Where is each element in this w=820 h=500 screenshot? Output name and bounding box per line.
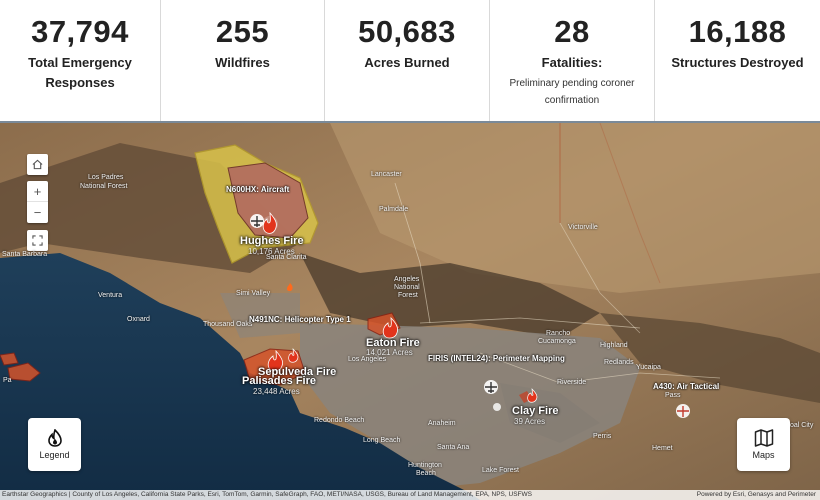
fire-icon[interactable] <box>288 348 299 363</box>
fullscreen-button[interactable] <box>27 230 48 251</box>
stat-value: 50,683 <box>358 14 456 49</box>
place-label: Ventura <box>98 292 123 299</box>
fire-icon[interactable] <box>287 283 293 292</box>
fire-icon[interactable] <box>527 388 538 403</box>
zoom-in-button[interactable]: + <box>27 181 48 202</box>
place-label: Lancaster <box>371 171 402 178</box>
fullscreen-control[interactable] <box>27 230 48 251</box>
stat-note: Preliminary pending coroner confirmation <box>509 78 635 106</box>
place-label: Long Beach <box>363 437 401 444</box>
map-icon <box>754 429 773 447</box>
fire-name-label: Eaton Fire <box>366 337 420 349</box>
minus-icon: − <box>33 205 42 220</box>
stat-value: 255 <box>215 14 270 49</box>
fire-acres-label: 14,021 Acres <box>366 348 413 357</box>
stat-label: Structures Destroyed <box>671 55 804 70</box>
aircraft-label: N600HX: Aircraft <box>226 185 290 194</box>
attribution-powered-by[interactable]: Powered by Esri, Genasys and Perimeter <box>696 491 816 498</box>
zoom-control[interactable]: + − <box>27 181 48 223</box>
place-label: Lake Forest <box>482 467 519 474</box>
aircraft-label: FIRIS (INTEL24): Perimeter Mapping <box>428 354 565 363</box>
place-label: Santa Ana <box>437 444 470 451</box>
fire-name-label: Palisades Fire <box>242 375 316 387</box>
stat-wildfires: 255 Wildfires <box>161 0 325 121</box>
expand-icon <box>32 235 43 246</box>
home-control[interactable] <box>27 154 48 175</box>
place-label: Santa Barbara <box>2 251 48 258</box>
stat-structures-destroyed: 16,188 Structures Destroyed <box>655 0 820 121</box>
legend-button[interactable]: Legend <box>28 418 81 471</box>
plus-icon: + <box>33 183 42 199</box>
fire-icon[interactable] <box>267 349 283 372</box>
incident-map[interactable]: + − Los Padres National Forest N600HX: A… <box>0 123 820 500</box>
place-label: Los Angeles <box>348 356 387 363</box>
legend-label: Legend <box>39 450 70 460</box>
map-attribution: Earthstar Geographics | County of Los An… <box>0 490 820 500</box>
place-label: Yucaipa <box>636 364 661 371</box>
place-label: Pass <box>665 392 681 399</box>
stats-bar: 37,794 Total Emergency Responses 255 Wild… <box>0 0 820 123</box>
home-button[interactable] <box>27 154 48 175</box>
stat-label: Acres Burned <box>364 55 450 70</box>
place-label: National Forest <box>80 183 128 190</box>
stat-label: Wildfires <box>215 55 270 70</box>
place-label: Los Padres <box>88 174 124 181</box>
stat-total-emergency-responses: 37,794 Total Emergency Responses <box>0 0 161 121</box>
place-label: Rancho <box>546 330 571 337</box>
satellite-basemap[interactable] <box>0 123 820 500</box>
aircraft-icon[interactable] <box>676 404 690 418</box>
place-label: Victorville <box>568 224 598 231</box>
attribution-sources: Earthstar Geographics | County of Los An… <box>2 491 532 498</box>
zoom-out-button[interactable]: − <box>27 202 48 223</box>
place-label: Huntington <box>408 462 442 469</box>
place-label: Angeles <box>394 276 420 283</box>
place-label: Pa <box>3 377 12 384</box>
place-label: Redondo Beach <box>314 417 365 424</box>
aircraft-label: N491NC: Helicopter Type 1 <box>249 315 351 324</box>
stat-value: 16,188 <box>688 14 787 49</box>
place-label: Thousand Oaks <box>203 321 253 328</box>
place-label: Perris <box>593 433 612 440</box>
home-icon <box>32 159 43 170</box>
fire-acres-label: 10,176 Acres <box>248 247 295 256</box>
place-label: Redlands <box>604 359 634 366</box>
place-label: Beach <box>416 470 436 477</box>
fire-acres-label: 39 Acres <box>514 417 546 426</box>
fire-name-label: Sepulveda Fire <box>258 366 337 378</box>
aircraft-label: A430: Air Tactical <box>653 382 720 391</box>
place-label: National <box>394 284 420 291</box>
fire-icon[interactable] <box>382 317 398 339</box>
place-label: Oxnard <box>127 316 150 323</box>
stat-value: 37,794 <box>31 14 129 49</box>
place-label: Forest <box>398 292 418 299</box>
place-label: Anaheim <box>428 420 456 427</box>
place-label: Simi Valley <box>236 290 271 297</box>
stat-label: Fatalities: <box>541 55 603 70</box>
place-label: Riverside <box>557 379 587 386</box>
stat-acres-burned: 50,683 Acres Burned <box>325 0 490 121</box>
stat-fatalities: 28 Fatalities: Preliminary pending coron… <box>490 0 655 121</box>
place-label: oal City <box>790 422 814 429</box>
stat-label: Total Emergency Responses <box>28 55 132 90</box>
stat-value: 28 <box>554 14 590 49</box>
fire-acres-label: 23,448 Acres <box>253 387 300 396</box>
aircraft-icon[interactable] <box>484 380 498 394</box>
maps-label: Maps <box>752 450 775 460</box>
place-label: Hemet <box>652 445 673 452</box>
aircraft-icon[interactable] <box>493 403 501 411</box>
flame-icon <box>47 429 62 447</box>
fire-icon[interactable] <box>262 211 278 234</box>
fire-name-label: Clay Fire <box>512 405 559 417</box>
place-label: Palmdale <box>379 206 409 213</box>
place-label: Santa Clarita <box>266 254 307 261</box>
place-label: Cucamonga <box>538 338 576 345</box>
fire-name-label: Hughes Fire <box>240 235 304 247</box>
maps-button[interactable]: Maps <box>737 418 790 471</box>
place-label: Highland <box>600 342 628 349</box>
aircraft-icon[interactable] <box>250 214 264 228</box>
